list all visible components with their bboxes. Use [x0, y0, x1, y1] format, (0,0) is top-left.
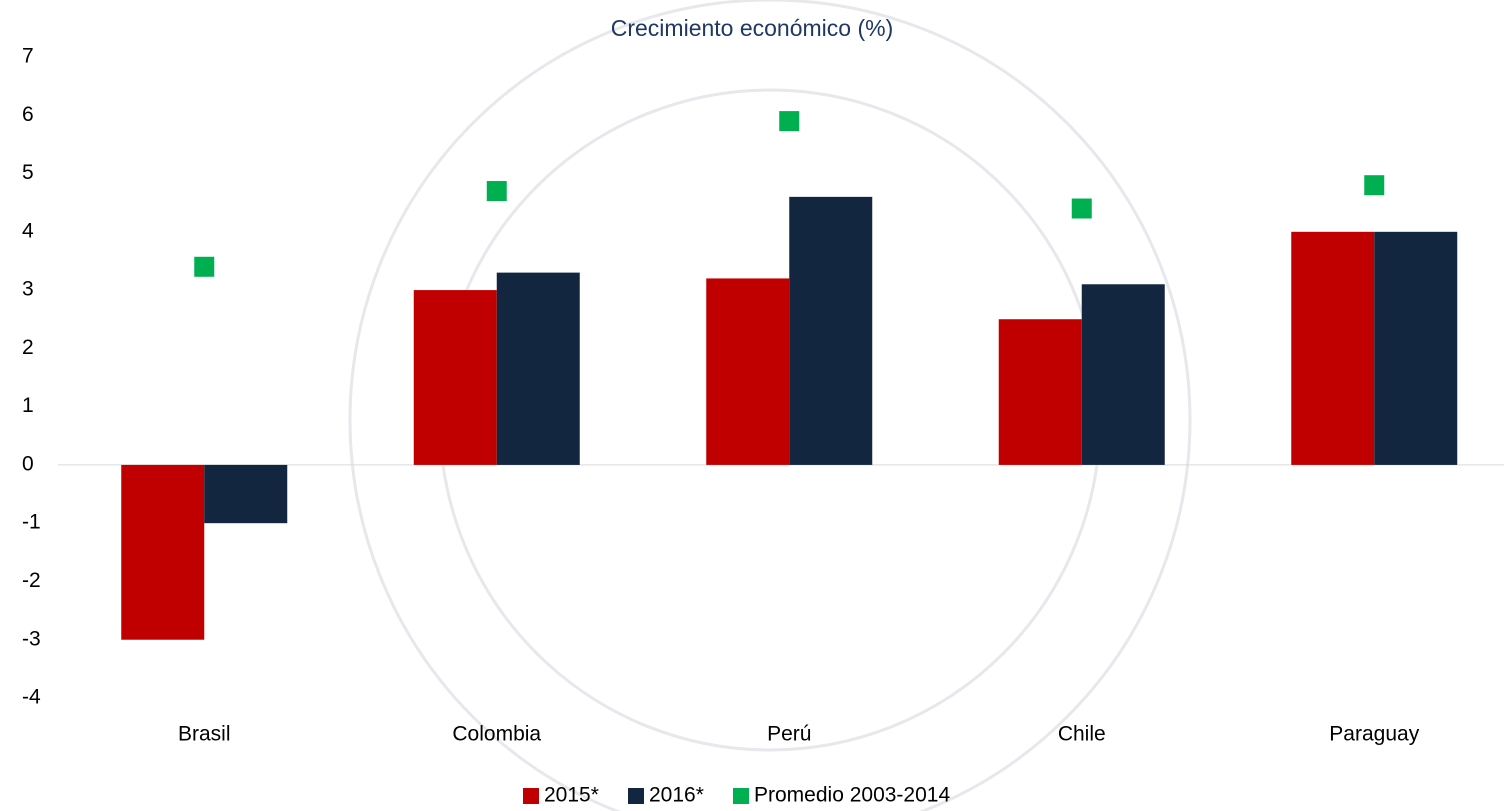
bar [121, 464, 205, 640]
y-tick-label: -1 [22, 511, 41, 534]
legend-label: 2016* [649, 784, 704, 807]
y-tick-label: 7 [22, 45, 34, 68]
x-tick-label: Perú [767, 723, 811, 746]
bar [413, 290, 497, 465]
legend-swatch [733, 788, 749, 804]
bar [1374, 231, 1458, 465]
y-tick-label: 3 [22, 278, 34, 301]
x-tick-label: Paraguay [1329, 723, 1419, 746]
legend-label: Promedio 2003-2014 [754, 784, 950, 807]
y-tick-label: 1 [22, 394, 34, 417]
legend-swatch [523, 788, 539, 804]
x-tick-label: Colombia [452, 723, 541, 746]
watermark-ring [348, 0, 1192, 811]
y-tick-label: 4 [22, 219, 34, 242]
marker [779, 111, 800, 132]
marker [1364, 175, 1385, 196]
x-tick-label: Chile [1058, 723, 1106, 746]
bar [1081, 284, 1165, 465]
bar [998, 319, 1082, 465]
marker [194, 256, 215, 277]
y-tick-label: 5 [22, 161, 34, 184]
bar [789, 196, 873, 465]
legend-label: 2015* [544, 784, 599, 807]
x-tick-label: Brasil [178, 723, 231, 746]
y-tick-label: 6 [22, 103, 34, 126]
bar [496, 272, 580, 465]
marker [1071, 198, 1092, 219]
legend-swatch [628, 788, 644, 804]
y-tick-label: -3 [22, 627, 41, 650]
chart-title: Crecimiento económico (%) [611, 15, 893, 41]
bar [706, 278, 790, 465]
bar [1291, 231, 1375, 465]
y-tick-label: -4 [22, 686, 41, 709]
marker [486, 181, 507, 202]
y-tick-label: 2 [22, 336, 34, 359]
bar [204, 464, 288, 524]
y-tick-label: 0 [22, 452, 34, 475]
y-tick-label: -2 [22, 569, 41, 592]
